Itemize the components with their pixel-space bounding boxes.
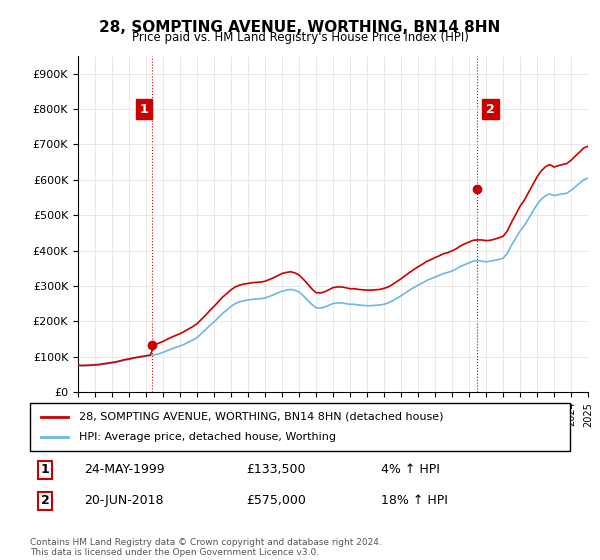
FancyBboxPatch shape — [30, 403, 570, 451]
Text: 1: 1 — [140, 102, 148, 115]
Text: 1: 1 — [41, 463, 50, 476]
Text: 18% ↑ HPI: 18% ↑ HPI — [381, 494, 448, 507]
Text: 2: 2 — [41, 494, 50, 507]
Text: Price paid vs. HM Land Registry's House Price Index (HPI): Price paid vs. HM Land Registry's House … — [131, 31, 469, 44]
Text: 2: 2 — [486, 102, 495, 115]
Text: HPI: Average price, detached house, Worthing: HPI: Average price, detached house, Wort… — [79, 432, 335, 442]
Text: Contains HM Land Registry data © Crown copyright and database right 2024.
This d: Contains HM Land Registry data © Crown c… — [30, 538, 382, 557]
Text: £133,500: £133,500 — [246, 463, 305, 476]
Text: 20-JUN-2018: 20-JUN-2018 — [84, 494, 163, 507]
Text: 4% ↑ HPI: 4% ↑ HPI — [381, 463, 440, 476]
Text: 28, SOMPTING AVENUE, WORTHING, BN14 8HN (detached house): 28, SOMPTING AVENUE, WORTHING, BN14 8HN … — [79, 412, 443, 422]
Text: £575,000: £575,000 — [246, 494, 306, 507]
Text: 24-MAY-1999: 24-MAY-1999 — [84, 463, 164, 476]
Text: 28, SOMPTING AVENUE, WORTHING, BN14 8HN: 28, SOMPTING AVENUE, WORTHING, BN14 8HN — [100, 20, 500, 35]
